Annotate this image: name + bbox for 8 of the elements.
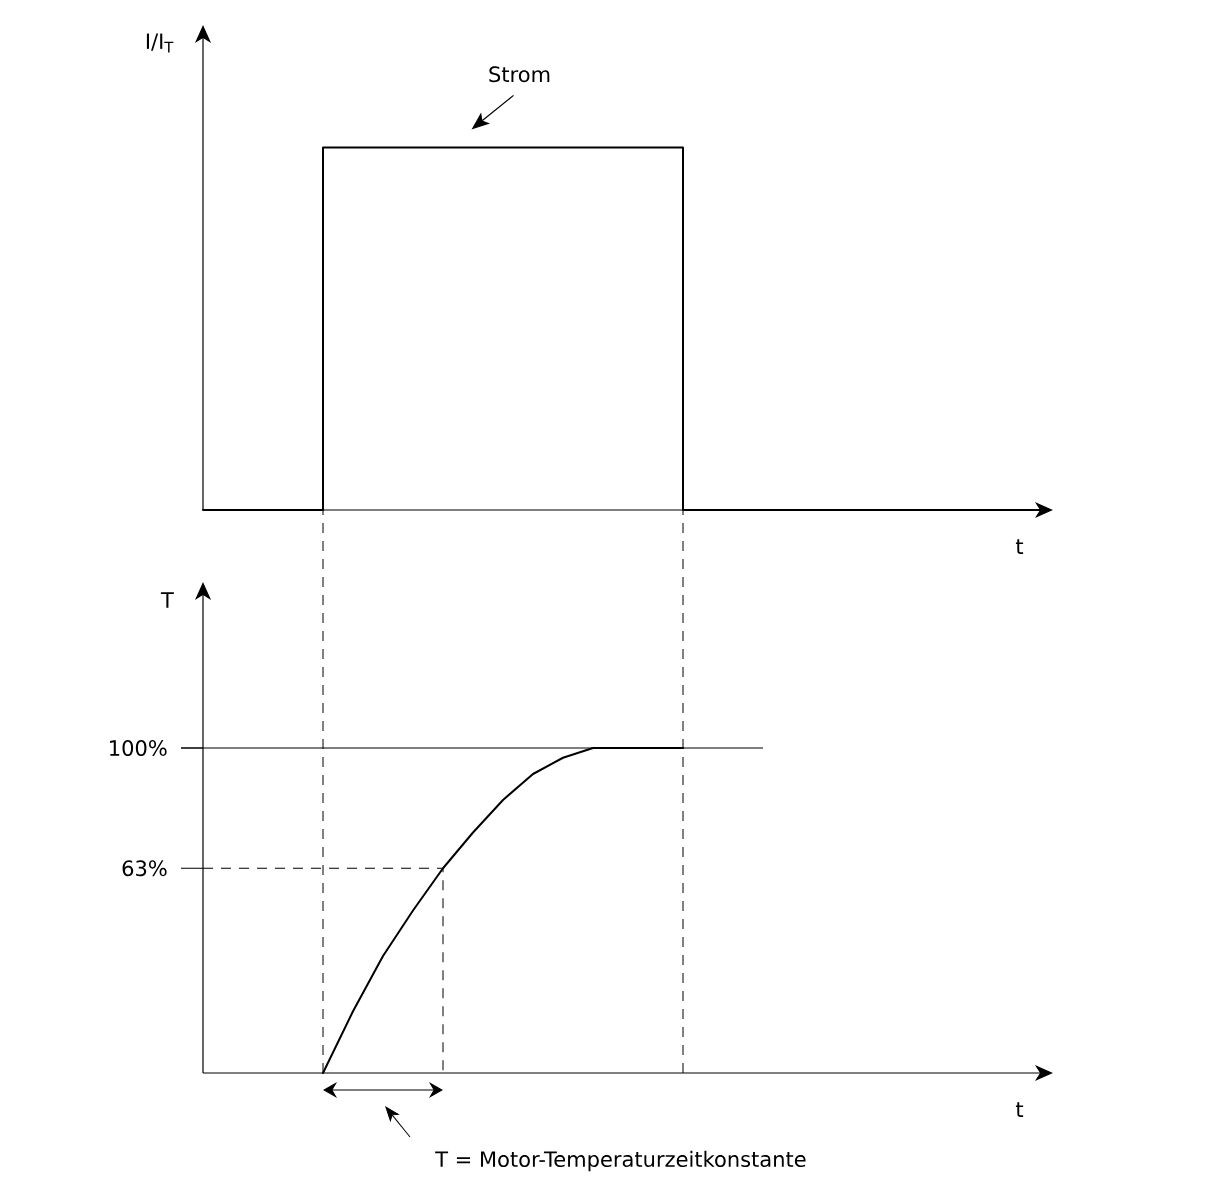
y-tick-label: 63%	[122, 860, 167, 877]
x-axis-title: t	[1015, 1102, 1024, 1117]
x-axis-title: t	[1015, 539, 1024, 554]
y-tick-label: 100%	[110, 740, 167, 756]
text: T = Motor-Temperaturzeitkonstante	[435, 1150, 806, 1172]
y-axis-title: I/I$_{T}$	[146, 33, 174, 53]
y-axis-title: T	[160, 592, 174, 608]
text: Strom	[489, 66, 550, 83]
